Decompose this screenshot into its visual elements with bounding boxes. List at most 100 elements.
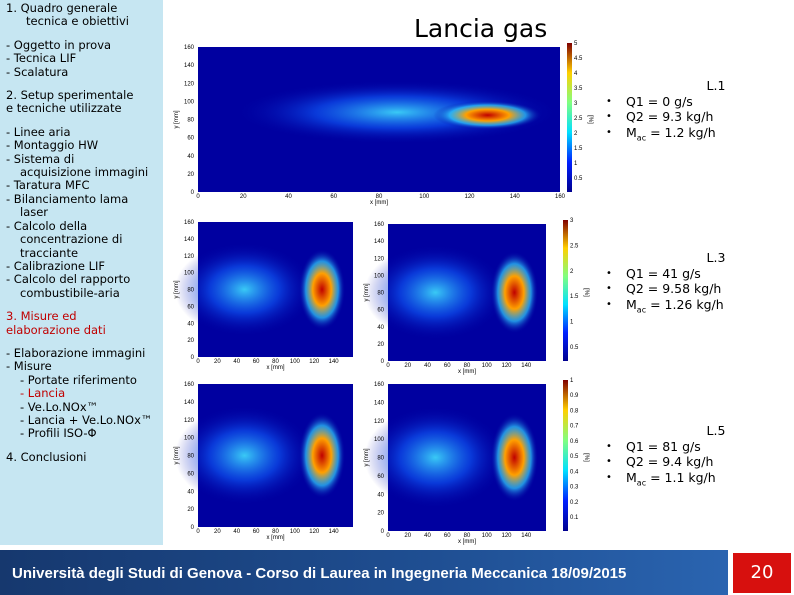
y-tick-label: 40 xyxy=(377,492,384,498)
x-tick-label: 120 xyxy=(309,359,320,365)
colorbar-tick-label: 0.4 xyxy=(570,469,579,475)
sidebar-line: laser xyxy=(20,205,49,220)
y-tick-label: 20 xyxy=(187,338,194,344)
colorbar-tick-label: 3 xyxy=(570,218,574,224)
case-mac: Mac = 1.2 kg/h xyxy=(606,125,786,146)
case-q1: Q1 = 41 g/s xyxy=(606,266,786,282)
y-tick-label: 0 xyxy=(191,355,195,361)
y-tick-label: 160 xyxy=(184,45,195,51)
case-q2: Q2 = 9.3 kg/h xyxy=(606,109,786,125)
colorbar-tick-label: 1.5 xyxy=(574,146,583,152)
colorbar-tick-label: 0.9 xyxy=(570,393,579,399)
case-q1: Q1 = 0 g/s xyxy=(606,94,786,110)
y-tick-label: 160 xyxy=(184,382,195,388)
sidebar-line: - Calcolo della xyxy=(6,218,88,233)
sidebar-line: - Sistema di xyxy=(6,151,75,166)
y-tick-label: 40 xyxy=(187,321,194,327)
sidebar-line: - Calcolo del rapporto xyxy=(6,272,131,287)
colorbar-tick-label: 3.5 xyxy=(574,86,583,92)
y-tick-label: 120 xyxy=(374,419,385,425)
y-tick-label: 120 xyxy=(374,256,385,262)
heatmap-core xyxy=(433,100,542,130)
sidebar-line: - Lancia + Ve.Lo.NOx™ xyxy=(20,412,153,427)
sidebar-line: - Tecnica LIF xyxy=(6,51,77,66)
y-tick-label: 0 xyxy=(381,359,385,365)
x-tick-label: 20 xyxy=(404,363,411,369)
sidebar: 1. Quadro generale tecnica e obiettivi - O… xyxy=(0,0,163,545)
sidebar-line: - Elaborazione immagini xyxy=(6,345,146,360)
heatmap-plume xyxy=(174,405,315,506)
sidebar-line: e tecniche utilizzate xyxy=(6,101,122,116)
y-tick-label: 100 xyxy=(184,271,195,277)
y-tick-label: 100 xyxy=(374,437,385,443)
y-axis-label: y [mm] xyxy=(174,280,180,298)
case-title: L.3 xyxy=(706,250,726,265)
case-block: L.5Q1 = 81 g/sQ2 = 9.4 kg/hMac = 1.1 kg/… xyxy=(606,423,786,491)
x-tick-label: 80 xyxy=(464,363,471,369)
plot: 0 20 40 60 80 100 120 140 160 140 120 100 80 60 40 20 0 x… xyxy=(364,218,589,375)
x-tick-label: 0 xyxy=(196,359,200,365)
colorbar-tick-label: 3 xyxy=(574,101,578,107)
y-tick-label: 20 xyxy=(377,511,384,517)
mac-symbol: M xyxy=(626,296,637,312)
x-tick-label: 20 xyxy=(214,359,221,365)
y-tick-label: 120 xyxy=(184,254,195,260)
y-tick-label: 140 xyxy=(374,239,385,245)
page-number: 20 xyxy=(733,553,791,593)
colorbar-label: [%] xyxy=(587,115,593,124)
x-tick-label: 0 xyxy=(386,363,390,369)
x-axis-label: x [mm] xyxy=(458,539,476,545)
sidebar-line: concentrazione di xyxy=(20,232,123,247)
sidebar-line: 4. Conclusioni xyxy=(6,449,87,464)
y-tick-label: 100 xyxy=(184,99,195,105)
sidebar-line: - Bilanciamento lama xyxy=(6,191,129,206)
case-q2: Q2 = 9.58 kg/h xyxy=(606,281,786,297)
sidebar-line: - Montaggio HW xyxy=(6,138,99,153)
sidebar-line: elaborazione dati xyxy=(6,322,106,337)
x-tick-label: 120 xyxy=(501,363,512,369)
x-tick-label: 120 xyxy=(501,533,512,539)
x-tick-label: 140 xyxy=(329,529,340,535)
y-axis-label: y [mm] xyxy=(174,110,180,128)
x-tick-label: 60 xyxy=(444,533,451,539)
colorbar-tick-label: 4 xyxy=(574,71,578,77)
case-title: L.5 xyxy=(706,423,726,438)
sidebar-line: - Lancia xyxy=(20,386,66,401)
sidebar-line: tracciante xyxy=(20,245,79,260)
x-tick-label: 40 xyxy=(285,194,292,200)
y-tick-label: 140 xyxy=(184,400,195,406)
colorbar-tick-label: 0.7 xyxy=(570,424,579,430)
colorbar-tick-label: 0.8 xyxy=(570,408,579,414)
y-tick-label: 60 xyxy=(377,308,384,314)
sidebar-line: tecnica e obiettivi xyxy=(26,14,129,29)
case-mac: Mac = 1.26 kg/h xyxy=(606,297,786,318)
y-tick-label: 40 xyxy=(187,489,194,495)
colorbar-tick-label: 4.5 xyxy=(574,56,583,62)
sidebar-line: combustibile-aria xyxy=(20,285,120,300)
heatmap-core xyxy=(298,412,346,499)
colorbar-tick-label: 2.5 xyxy=(570,243,579,249)
x-axis-label: x [mm] xyxy=(458,369,476,375)
y-tick-label: 0 xyxy=(191,525,195,531)
colorbar-tick-label: 0.5 xyxy=(570,454,579,460)
y-axis-label: y [mm] xyxy=(174,446,180,464)
heatmap-core xyxy=(298,249,346,330)
colorbar-tick-label: 1 xyxy=(570,378,574,384)
footer: Università degli Studi di Genova - Corso… xyxy=(0,550,728,595)
case-block: L.3Q1 = 41 g/sQ2 = 9.58 kg/hMac = 1.26 k… xyxy=(606,250,786,318)
x-tick-label: 0 xyxy=(196,529,200,535)
mac-symbol: M xyxy=(626,124,637,140)
plot: 0 20 40 60 80 100 120 140 1601601401201008060402… xyxy=(174,41,593,206)
x-tick-label: 140 xyxy=(521,533,532,539)
y-tick-label: 0 xyxy=(381,529,385,535)
colorbar-tick-label: 1.5 xyxy=(570,294,579,300)
heatmap-core xyxy=(490,413,539,502)
x-tick-label: 20 xyxy=(214,529,221,535)
colorbar-tick-label: 0.3 xyxy=(570,485,579,491)
y-tick-label: 140 xyxy=(374,400,385,406)
y-tick-label: 80 xyxy=(187,288,194,294)
y-tick-label: 160 xyxy=(184,220,195,226)
mac-value: = 1.2 kg/h xyxy=(646,124,716,140)
sidebar-line: - Oggetto in prova xyxy=(6,37,112,52)
